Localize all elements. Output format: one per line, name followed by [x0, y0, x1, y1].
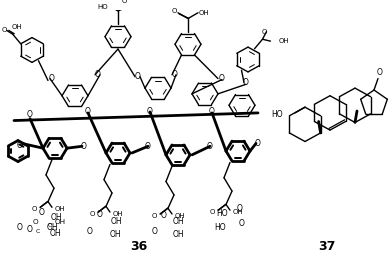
- Text: OH: OH: [46, 223, 58, 232]
- Text: O: O: [2, 27, 7, 34]
- Text: O: O: [147, 106, 153, 116]
- Text: OH: OH: [278, 38, 289, 44]
- Text: O: O: [243, 78, 249, 87]
- Text: O: O: [17, 223, 23, 232]
- Text: O: O: [32, 219, 38, 225]
- Text: O: O: [95, 70, 101, 79]
- Text: O: O: [89, 211, 95, 217]
- Text: O: O: [27, 225, 33, 234]
- Text: OH: OH: [233, 209, 243, 215]
- Text: OH: OH: [199, 10, 209, 16]
- Text: OH: OH: [11, 24, 22, 30]
- Text: O: O: [31, 206, 37, 212]
- Text: O: O: [152, 227, 158, 236]
- Text: O: O: [39, 208, 45, 217]
- Text: O: O: [17, 141, 23, 150]
- Text: O: O: [209, 107, 215, 116]
- Text: O: O: [172, 70, 178, 79]
- Text: O: O: [145, 142, 151, 151]
- Text: OH: OH: [49, 229, 61, 237]
- Text: OH: OH: [54, 219, 65, 225]
- Text: O: O: [161, 211, 167, 220]
- Text: O: O: [239, 219, 245, 228]
- Text: C: C: [36, 229, 40, 234]
- Text: O: O: [171, 8, 177, 14]
- Text: 36: 36: [131, 240, 148, 253]
- Text: HO: HO: [214, 223, 226, 232]
- Text: HO: HO: [271, 110, 283, 119]
- Text: O: O: [121, 0, 127, 4]
- Text: OH: OH: [50, 213, 62, 222]
- Text: O: O: [209, 209, 215, 215]
- Text: OH: OH: [113, 211, 123, 217]
- Text: OH: OH: [172, 230, 184, 240]
- Text: O: O: [207, 142, 213, 151]
- Text: OH: OH: [109, 230, 121, 240]
- Text: HO: HO: [216, 210, 228, 218]
- Text: O: O: [377, 68, 383, 77]
- Text: OH: OH: [172, 217, 184, 226]
- Text: HO: HO: [98, 4, 108, 10]
- Text: OH: OH: [175, 213, 185, 219]
- Text: C: C: [48, 223, 52, 228]
- Text: O: O: [237, 204, 243, 213]
- Text: O: O: [219, 74, 225, 83]
- Text: O: O: [85, 107, 91, 116]
- Text: O: O: [87, 227, 93, 236]
- Text: O: O: [135, 72, 141, 81]
- Text: O: O: [151, 213, 157, 219]
- Text: O: O: [27, 110, 33, 119]
- Text: O: O: [81, 142, 87, 151]
- Text: O: O: [49, 74, 55, 83]
- Text: OH: OH: [55, 206, 65, 212]
- Text: OH: OH: [110, 217, 122, 226]
- Text: O: O: [262, 29, 267, 35]
- Text: 37: 37: [319, 240, 336, 253]
- Text: O: O: [97, 210, 103, 219]
- Text: O: O: [255, 139, 261, 148]
